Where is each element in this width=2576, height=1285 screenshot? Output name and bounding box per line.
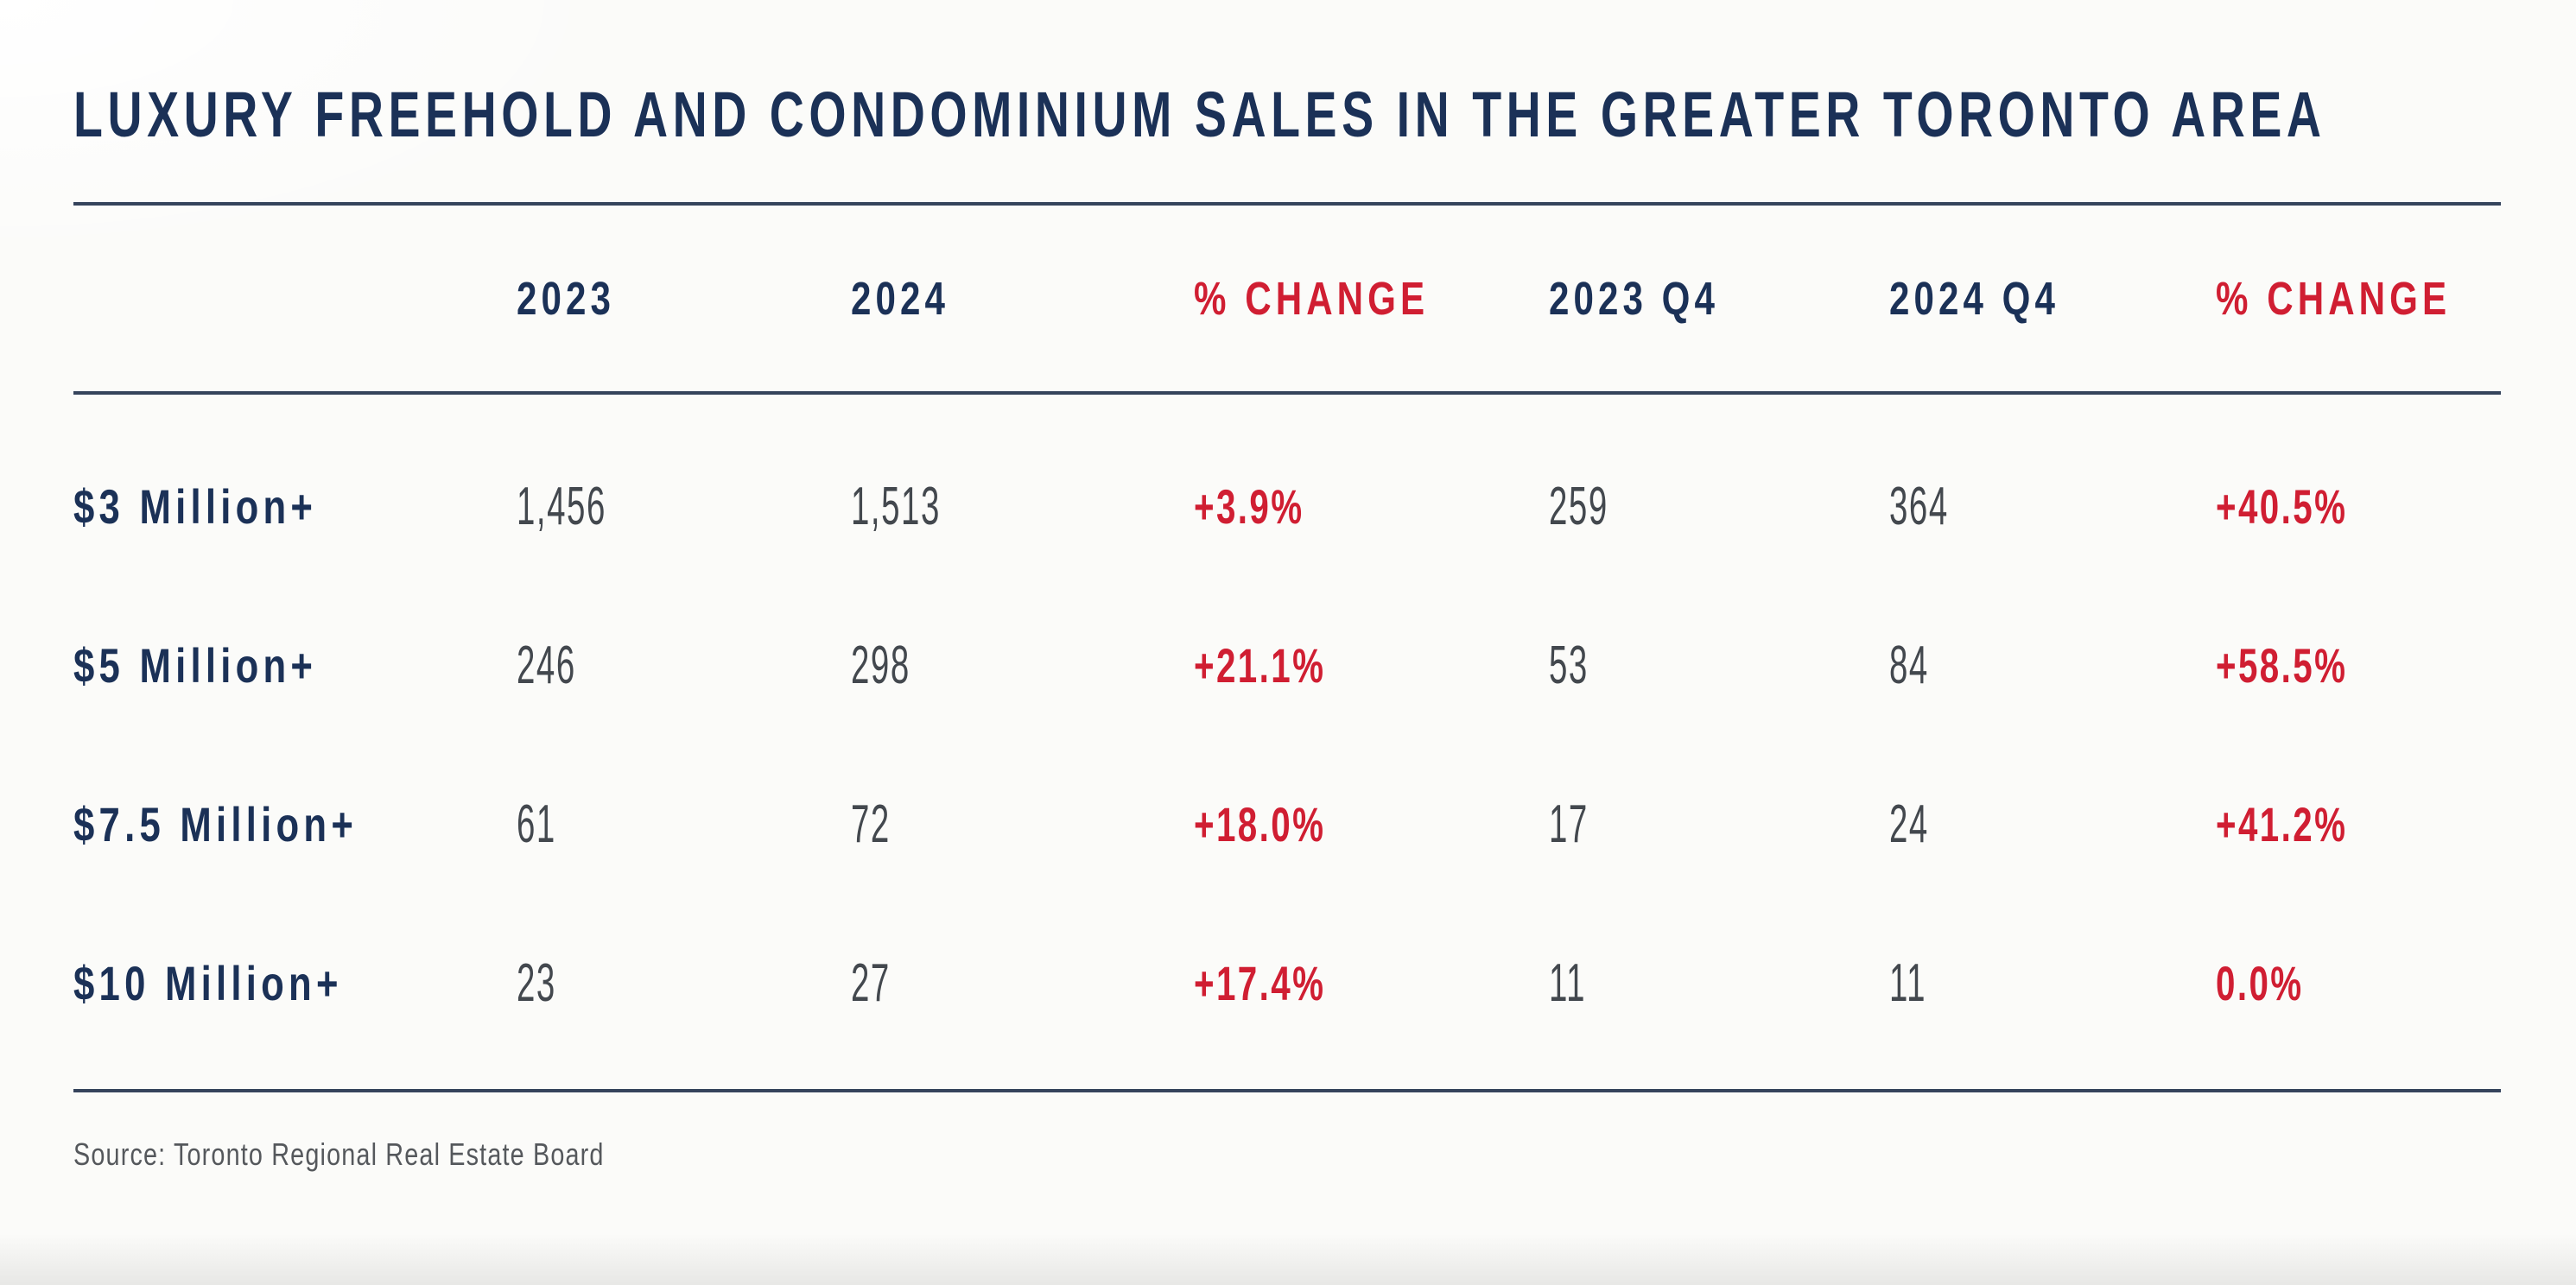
page-title-text: LUXURY FREEHOLD AND CONDOMINIUM SALES IN… <box>73 79 2326 150</box>
value-change: +17.4% <box>1194 956 1326 1010</box>
row-label: $3 Million+ <box>73 479 318 534</box>
value-q4-change: 0.0% <box>2216 956 2304 1010</box>
value-2024-q4: 364 <box>1889 477 1949 536</box>
table-row-7-5-million: $7.5 Million+ 61 72 +18.0% 17 24 +41.2% <box>73 745 2501 904</box>
table-header-row: 2023 2024 % CHANGE 2023 Q4 2024 Q4 % CHA… <box>73 206 2501 395</box>
table-row-3-million: $3 Million+ 1,456 1,513 +3.9% 259 364 +4… <box>73 427 2501 586</box>
sales-table: 2023 2024 % CHANGE 2023 Q4 2024 Q4 % CHA… <box>73 202 2501 1092</box>
row-label: $10 Million+ <box>73 956 343 1010</box>
value-2023: 61 <box>517 794 556 854</box>
source-attribution: Source: Toronto Regional Real Estate Boa… <box>73 1136 605 1172</box>
value-q4-change: +58.5% <box>2216 638 2348 693</box>
header-2023: 2023 <box>517 272 615 325</box>
table-row-5-million: $5 Million+ 246 298 +21.1% 53 84 +58.5% <box>73 586 2501 745</box>
value-change: +18.0% <box>1194 797 1326 851</box>
value-2023-q4: 17 <box>1549 794 1589 854</box>
value-2024: 298 <box>851 636 910 695</box>
value-2024-q4: 11 <box>1889 953 1926 1013</box>
value-2023: 1,456 <box>517 477 606 536</box>
value-2023-q4: 259 <box>1549 477 1608 536</box>
value-change: +21.1% <box>1194 638 1326 693</box>
header-q4-change: % CHANGE <box>2216 272 2452 325</box>
value-2024: 72 <box>851 794 891 854</box>
header-2023-q4: 2023 Q4 <box>1549 272 1719 325</box>
value-2024-q4: 84 <box>1889 636 1929 695</box>
value-2023: 23 <box>517 953 556 1013</box>
value-change: +3.9% <box>1194 479 1304 534</box>
value-2023: 246 <box>517 636 576 695</box>
row-label: $5 Million+ <box>73 638 318 693</box>
page-title: LUXURY FREEHOLD AND CONDOMINIUM SALES IN… <box>73 83 2501 147</box>
value-2024-q4: 24 <box>1889 794 1929 854</box>
report-content: LUXURY FREEHOLD AND CONDOMINIUM SALES IN… <box>73 0 2501 1172</box>
value-2024: 27 <box>851 953 891 1013</box>
header-change: % CHANGE <box>1194 272 1430 325</box>
row-label: $7.5 Million+ <box>73 797 358 851</box>
table-body: $3 Million+ 1,456 1,513 +3.9% 259 364 +4… <box>73 395 2501 1089</box>
table-row-10-million: $10 Million+ 23 27 +17.4% 11 11 0.0% <box>73 904 2501 1063</box>
header-2024-q4: 2024 Q4 <box>1889 272 2059 325</box>
value-2023-q4: 11 <box>1549 953 1586 1013</box>
value-2024: 1,513 <box>851 477 941 536</box>
value-2023-q4: 53 <box>1549 636 1589 695</box>
value-q4-change: +41.2% <box>2216 797 2348 851</box>
header-2024: 2024 <box>851 272 949 325</box>
value-q4-change: +40.5% <box>2216 479 2348 534</box>
